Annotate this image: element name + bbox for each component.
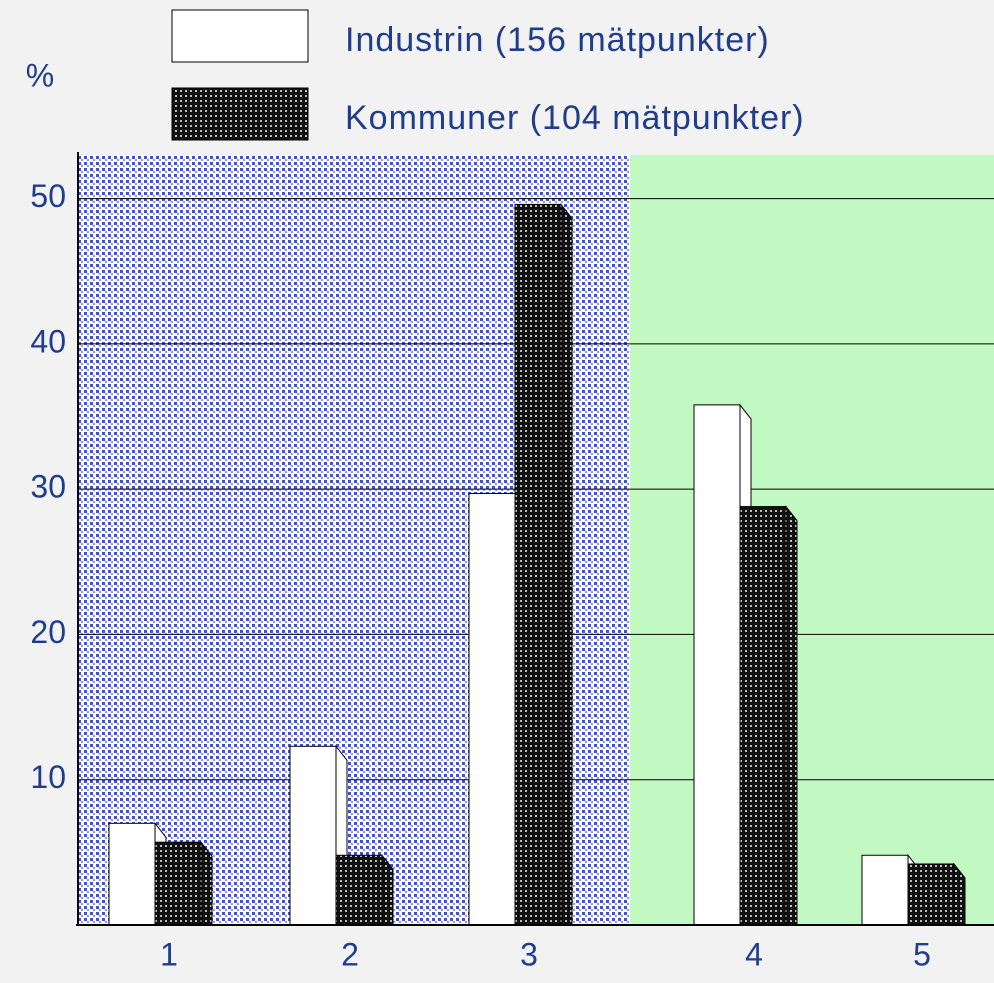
legend-swatch — [171, 9, 309, 63]
y-axis-label: % — [26, 57, 54, 93]
bar — [468, 493, 516, 926]
legend-swatch — [171, 87, 309, 141]
bar-side — [785, 505, 798, 926]
bar-side — [200, 840, 213, 926]
bar — [289, 745, 337, 926]
bar — [861, 854, 909, 926]
y-tick-label: 20 — [30, 614, 66, 650]
bar — [907, 863, 955, 926]
x-tick-label: 5 — [913, 936, 931, 972]
legend-label: Kommuner (104 mätpunkter) — [345, 99, 805, 137]
bar — [335, 854, 383, 926]
bar — [693, 404, 741, 926]
x-tick-label: 2 — [341, 936, 359, 972]
bar — [514, 203, 562, 926]
bar — [739, 506, 787, 926]
y-tick-label: 10 — [30, 759, 66, 795]
legend-label: Industrin (156 mätpunkter) — [345, 21, 770, 59]
y-tick-label: 30 — [30, 469, 66, 505]
y-tick-label: 40 — [30, 323, 66, 359]
plot — [78, 198, 994, 926]
x-tick-label: 3 — [520, 936, 538, 972]
region-right — [630, 155, 994, 925]
y-tick-label: 50 — [30, 178, 66, 214]
bar-side — [560, 202, 573, 926]
x-tick-label: 1 — [160, 936, 178, 972]
bar — [154, 841, 202, 926]
bar — [108, 822, 156, 926]
x-tick-label: 4 — [745, 936, 763, 972]
